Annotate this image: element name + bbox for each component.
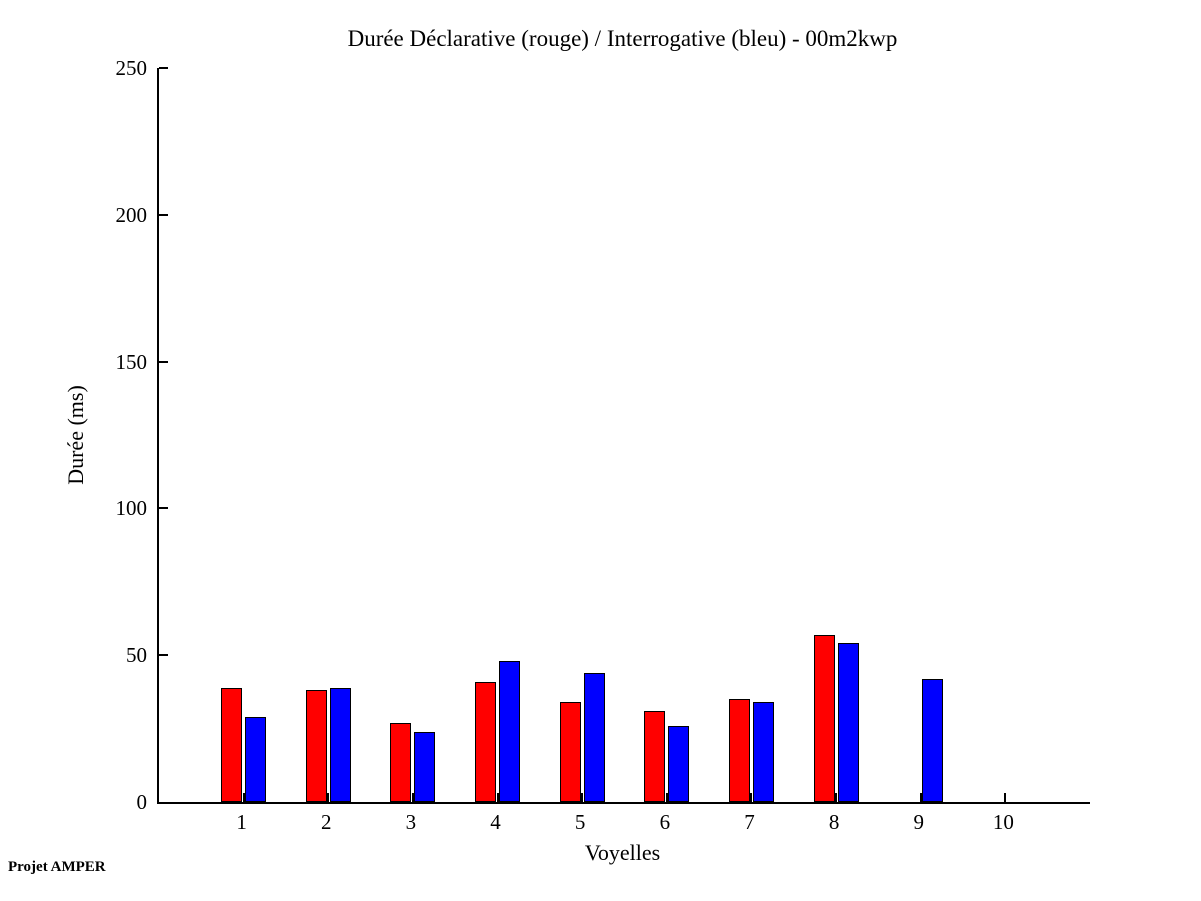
y-axis-label: Durée (ms) [63,385,88,485]
bar-interrogative-1 [245,716,267,802]
y-tick-mark [159,654,168,657]
y-tick-label: 150 [115,349,148,374]
x-tick-label: 2 [321,810,332,834]
chart-title: Durée Déclarative (rouge) / Interrogativ… [347,26,898,51]
y-tick-mark [159,67,168,69]
x-tick-mark [835,793,838,802]
y-tick-mark [159,213,168,216]
x-tick-mark [750,793,753,802]
bar-declarative-8 [813,634,835,802]
x-tick-mark [496,793,499,802]
bar-interrogative-4 [499,661,521,802]
x-tick-label: 9 [913,810,924,834]
bar-declarative-1 [221,687,243,802]
x-tick-label: 5 [574,810,586,834]
bar-interrogative-5 [583,672,605,802]
x-tick-label: 3 [405,810,417,834]
x-tick-mark [411,793,414,802]
y-tick-label: 250 [115,56,148,80]
y-tick-label: 0 [136,790,148,814]
x-tick-label: 8 [828,810,840,834]
x-tick-mark [1004,793,1007,802]
bar-interrogative-3 [414,731,436,802]
bar-declarative-5 [559,702,581,802]
y-tick-label: 200 [115,202,148,227]
bar-interrogative-8 [837,643,859,802]
x-axis-label: Voyelles [584,840,661,865]
bar-interrogative-9 [922,678,944,802]
y-tick-label: 100 [115,496,148,521]
y-tick-label: 50 [126,643,147,668]
x-tick-label: 1 [236,810,247,834]
bar-declarative-2 [305,690,327,802]
x-tick-label: 6 [659,810,671,834]
bar-declarative-6 [644,710,666,802]
x-tick-mark [665,793,668,802]
bar-interrogative-2 [329,687,351,802]
x-tick-mark [919,793,922,802]
x-tick-mark [581,793,584,802]
x-tick-label: 7 [744,810,755,834]
x-tick-label: 10 [992,810,1014,834]
bar-declarative-7 [728,699,750,802]
x-tick-mark [327,793,330,802]
x-tick-mark [242,793,245,802]
x-tick-label: 4 [490,810,501,834]
bar-interrogative-7 [752,702,774,802]
bar-declarative-3 [390,722,412,802]
y-tick-mark [159,360,168,363]
project-watermark: Projet AMPER [8,859,106,875]
plot-area [157,67,1090,804]
bar-interrogative-6 [668,725,690,802]
y-tick-mark [159,507,168,510]
bar-declarative-4 [475,681,497,802]
